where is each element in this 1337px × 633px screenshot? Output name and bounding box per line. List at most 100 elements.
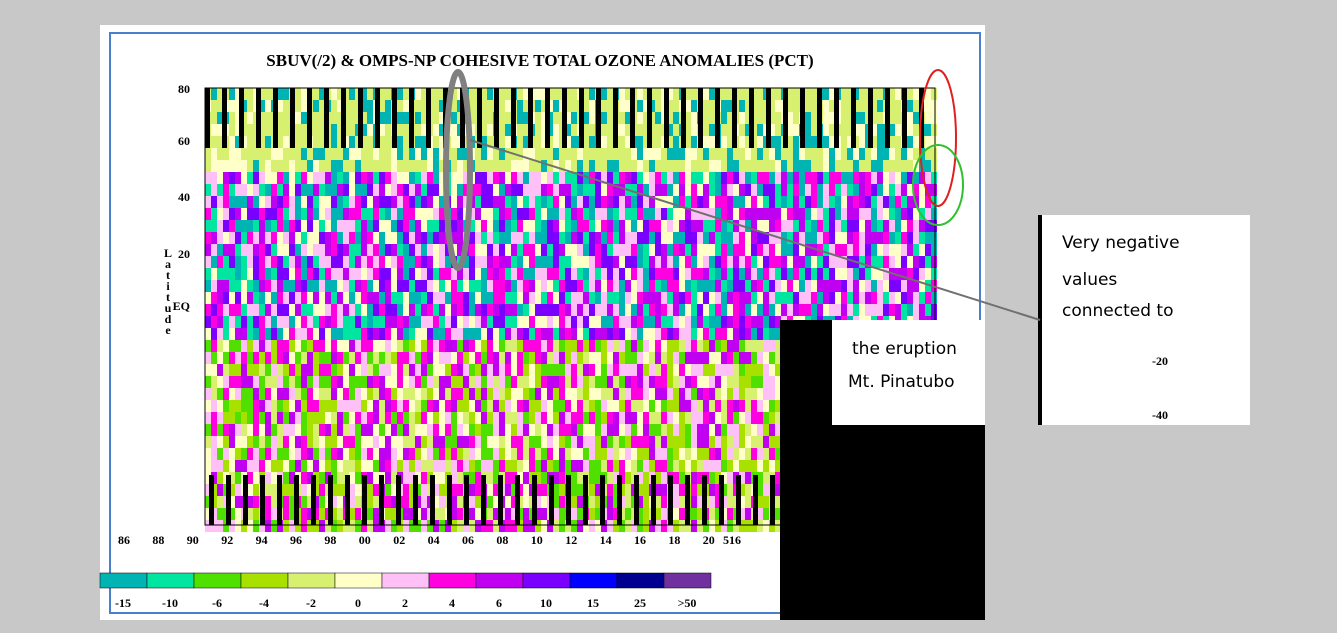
heat-cell [595, 412, 601, 424]
heat-cell [445, 400, 451, 412]
heat-cell [205, 148, 211, 160]
heat-cell [613, 220, 619, 232]
heat-cell [823, 208, 829, 220]
heat-cell [211, 112, 217, 124]
heat-cell [601, 160, 607, 172]
heat-cell [565, 316, 571, 328]
heat-cell [451, 520, 457, 532]
heat-cell [409, 412, 415, 424]
heat-cell [337, 292, 343, 304]
heat-cell [721, 448, 727, 460]
heat-cell [451, 472, 457, 484]
heat-cell [637, 172, 643, 184]
heat-cell [709, 292, 715, 304]
heat-cell [397, 424, 403, 436]
heat-cell [463, 292, 469, 304]
heat-cell [253, 436, 259, 448]
heat-cell [511, 352, 517, 364]
heat-cell [433, 184, 439, 196]
heat-cell [619, 340, 625, 352]
heat-cell [463, 436, 469, 448]
heat-cell [385, 448, 391, 460]
heat-cell [775, 472, 781, 484]
heat-cell [223, 424, 229, 436]
heat-cell [457, 424, 463, 436]
heat-cell [283, 172, 289, 184]
heat-cell [313, 136, 319, 148]
heat-cell [799, 304, 805, 316]
heat-cell [823, 88, 829, 100]
heat-cell [691, 100, 697, 112]
heat-cell [415, 388, 421, 400]
dark-stripe [647, 88, 652, 148]
heat-cell [451, 172, 457, 184]
colorbar-label: -15 [115, 596, 131, 610]
heat-cell [211, 232, 217, 244]
heat-cell [667, 520, 673, 532]
heat-cell [313, 304, 319, 316]
heat-cell [637, 388, 643, 400]
heat-cell [373, 448, 379, 460]
heat-cell [535, 376, 541, 388]
heat-cell [745, 424, 751, 436]
heat-cell [823, 244, 829, 256]
heat-cell [673, 220, 679, 232]
heat-cell [427, 244, 433, 256]
heat-cell [835, 292, 841, 304]
heat-cell [703, 436, 709, 448]
heat-cell [457, 268, 463, 280]
heat-cell [649, 448, 655, 460]
heat-cell [415, 268, 421, 280]
dark-stripe [715, 88, 720, 148]
heat-cell [607, 232, 613, 244]
heat-cell [457, 472, 463, 484]
heat-cell [841, 136, 847, 148]
heat-cell [325, 388, 331, 400]
heat-cell [319, 496, 325, 508]
heat-cell [295, 388, 301, 400]
heat-cell [283, 184, 289, 196]
heat-cell [415, 412, 421, 424]
x-tick-label: 12 [565, 533, 577, 547]
heat-cell [325, 436, 331, 448]
heat-cell [829, 220, 835, 232]
heat-cell [877, 244, 883, 256]
heat-cell [241, 208, 247, 220]
heat-cell [427, 448, 433, 460]
heat-cell [355, 208, 361, 220]
heat-cell [301, 232, 307, 244]
heat-cell [289, 448, 295, 460]
heat-cell [553, 280, 559, 292]
dark-stripe [209, 475, 214, 525]
heat-cell [889, 256, 895, 268]
heat-cell [511, 184, 517, 196]
heat-cell [421, 280, 427, 292]
heat-cell [433, 376, 439, 388]
heat-cell [535, 196, 541, 208]
heat-cell [487, 136, 493, 148]
heat-cell [277, 232, 283, 244]
heat-cell [541, 172, 547, 184]
heat-cell [901, 304, 907, 316]
heat-cell [499, 388, 505, 400]
heat-cell [247, 220, 253, 232]
heat-cell [463, 520, 469, 532]
heat-cell [721, 520, 727, 532]
heat-cell [301, 424, 307, 436]
heat-cell [253, 292, 259, 304]
heat-cell [931, 196, 937, 208]
heat-cell [913, 172, 919, 184]
heat-cell [205, 424, 211, 436]
heat-cell [493, 220, 499, 232]
heat-cell [859, 112, 865, 124]
heat-cell [763, 184, 769, 196]
heat-cell [325, 268, 331, 280]
heat-cell [217, 292, 223, 304]
heat-cell [313, 412, 319, 424]
heat-cell [661, 244, 667, 256]
heat-cell [301, 508, 307, 520]
heat-cell [409, 424, 415, 436]
heat-cell [649, 388, 655, 400]
heat-cell [277, 400, 283, 412]
heat-cell [235, 448, 241, 460]
